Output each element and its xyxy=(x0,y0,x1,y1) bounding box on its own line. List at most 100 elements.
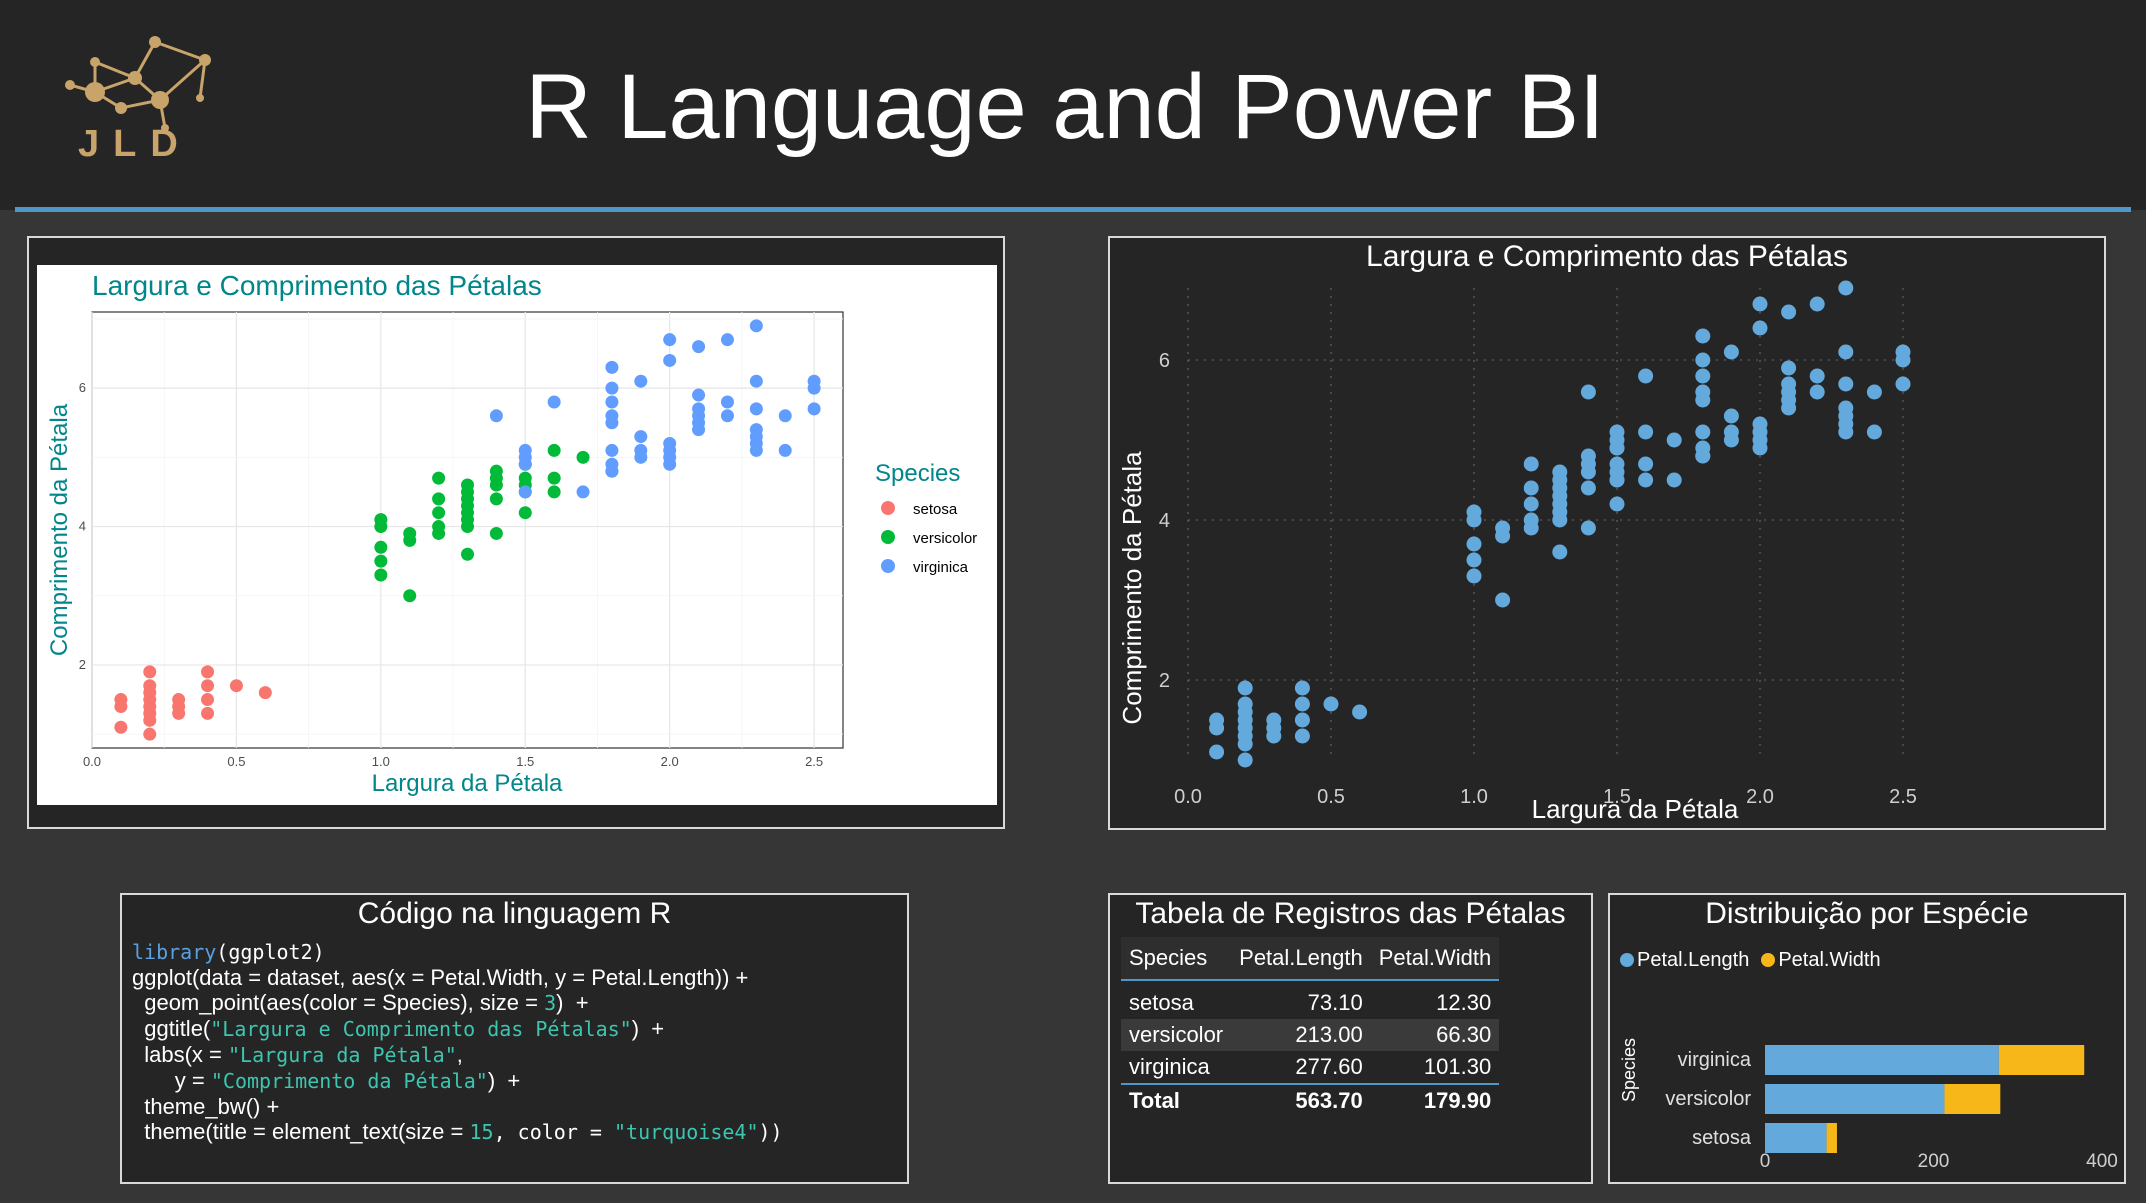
records-table-panel[interactable]: Tabela de Registros das Pétalas Species … xyxy=(1108,893,1593,1184)
bar-petal-length xyxy=(1765,1045,1999,1075)
data-point xyxy=(1838,344,1854,360)
code-token: 15 xyxy=(469,1120,494,1144)
cell-species: setosa xyxy=(1129,990,1194,1015)
x-tick-label: 1.0 xyxy=(1460,786,1488,808)
code-token: labs(x = xyxy=(132,1042,228,1067)
code-line: geom_point(aes(color = Species), size = … xyxy=(132,990,783,1016)
code-token: theme_bw() + xyxy=(132,1094,280,1119)
data-point xyxy=(1866,424,1882,440)
data-point xyxy=(1209,712,1225,728)
species-bar-chart: virginica versicolor setosa 0 200 400 Species xyxy=(1619,1038,2118,1172)
data-point-setosa xyxy=(201,693,215,707)
category-label: virginica xyxy=(1678,1049,1752,1071)
data-point-setosa xyxy=(201,665,215,679)
data-point-versicolor xyxy=(432,506,446,520)
legend-item-petal-length[interactable]: Petal.Length xyxy=(1620,949,1749,972)
species-distribution-panel[interactable]: Distribuição por Espécie Petal.Length Pe… xyxy=(1608,893,2126,1184)
data-point xyxy=(1781,304,1797,320)
data-point xyxy=(1752,296,1768,312)
data-point xyxy=(1237,752,1253,768)
code-token: "turquoise4" xyxy=(614,1120,759,1144)
x-tick-label: 0.5 xyxy=(227,754,245,769)
bar-panel-title: Distribuição por Espécie xyxy=(1705,897,2029,930)
data-point xyxy=(1866,384,1882,400)
cell-species: virginica xyxy=(1129,1054,1210,1079)
data-point-virginica xyxy=(634,430,648,444)
y-tick-label: 6 xyxy=(79,380,86,395)
code-token: )) xyxy=(758,1120,783,1144)
cell-petal-width: 101.30 xyxy=(1423,1054,1492,1079)
legend-label: Petal.Width xyxy=(1778,949,1881,971)
data-point-versicolor xyxy=(489,464,503,478)
data-point-virginica xyxy=(749,402,763,416)
data-point-setosa xyxy=(143,679,157,693)
table-row: virginica 277.60 101.30 xyxy=(1121,1051,1499,1084)
column-header-petal-width[interactable]: Petal.Width xyxy=(1370,937,1500,981)
data-point-virginica xyxy=(720,333,734,347)
y-tick-label: 2 xyxy=(1159,670,1170,692)
r-visual-panel[interactable]: Largura e Comprimento das Pétalas 0.0 0.5… xyxy=(27,236,1005,829)
bar-petal-length xyxy=(1765,1084,1945,1114)
data-point-versicolor xyxy=(374,554,388,568)
data-point xyxy=(1609,496,1625,512)
data-point xyxy=(1466,568,1482,584)
code-line: theme_bw() + xyxy=(132,1094,783,1119)
data-point-virginica xyxy=(489,409,503,423)
cell-petal-width: 66.30 xyxy=(1370,1019,1500,1051)
bar-petal-length xyxy=(1765,1123,1827,1153)
data-point xyxy=(1466,504,1482,520)
x-tick-label: 1.5 xyxy=(1603,786,1631,808)
table-row: versicolor 213.00 66.30 xyxy=(1121,1019,1500,1051)
data-point xyxy=(1781,360,1797,376)
legend-item-petal-width[interactable]: Petal.Width xyxy=(1761,949,1881,972)
legend-key-virginica xyxy=(881,559,895,573)
code-token: , xyxy=(456,1042,463,1067)
pbi-scatter-panel[interactable]: Largura e Comprimento das Pétalas 0.0 0.5… xyxy=(1108,236,2106,830)
cell-total-length: 563.70 xyxy=(1231,1083,1371,1117)
ggplot-title: Largura e Comprimento das Pétalas xyxy=(92,270,542,301)
data-point-virginica xyxy=(605,443,619,457)
ggplot-x-label: Largura da Pétala xyxy=(372,770,563,797)
data-point xyxy=(1781,376,1797,392)
records-table: Species Petal.Length Petal.Width setosa … xyxy=(1121,937,1500,1117)
code-token: ) + xyxy=(487,1068,521,1093)
logo-text: JLD xyxy=(78,123,192,165)
legend-label-setosa: setosa xyxy=(913,501,958,518)
data-point xyxy=(1523,456,1539,472)
data-point xyxy=(1523,512,1539,528)
column-header-petal-length[interactable]: Petal.Length xyxy=(1231,937,1371,981)
legend-dot-icon xyxy=(1761,953,1776,967)
data-point-virginica xyxy=(663,353,677,367)
ggplot-y-label: Comprimento da Pétala xyxy=(46,403,73,656)
code-token: ggtitle( xyxy=(132,1016,211,1041)
data-point-virginica xyxy=(778,443,792,457)
ggplot-scatter-chart: Largura e Comprimento das Pétalas 0.0 0.5… xyxy=(46,270,977,797)
code-token: geom_point(aes(color = Species), size = xyxy=(132,990,545,1015)
bar-petal-width xyxy=(1944,1084,2001,1114)
data-point-setosa xyxy=(201,706,215,720)
data-point xyxy=(1695,368,1711,384)
data-point-virginica xyxy=(720,395,734,409)
data-point-virginica xyxy=(807,402,821,416)
cell-total-label: Total xyxy=(1121,1083,1232,1117)
data-point xyxy=(1638,424,1654,440)
data-point xyxy=(1209,744,1225,760)
data-point xyxy=(1609,424,1625,440)
table-panel-title: Tabela de Registros das Pétalas xyxy=(1135,897,1566,930)
bar-y-axis-label: Species xyxy=(1619,1038,1639,1102)
data-point xyxy=(1838,280,1854,296)
data-point-versicolor xyxy=(374,513,388,527)
code-panel-title: Código na linguagem R xyxy=(357,897,672,930)
column-header-species[interactable]: Species xyxy=(1121,937,1232,981)
code-line: labs(x = "Largura da Pétala", xyxy=(132,1042,783,1068)
data-point-virginica xyxy=(547,395,561,409)
data-point xyxy=(1809,368,1825,384)
cell-petal-width: 12.30 xyxy=(1436,990,1492,1015)
data-point-virginica xyxy=(605,381,619,395)
y-tick-label: 2 xyxy=(79,657,86,672)
code-token: "Largura da Pétala" xyxy=(227,1043,457,1067)
r-code-panel: Código na linguagem R library(ggplot2) gg… xyxy=(120,893,909,1184)
data-point xyxy=(1466,552,1482,568)
data-point xyxy=(1523,480,1539,496)
